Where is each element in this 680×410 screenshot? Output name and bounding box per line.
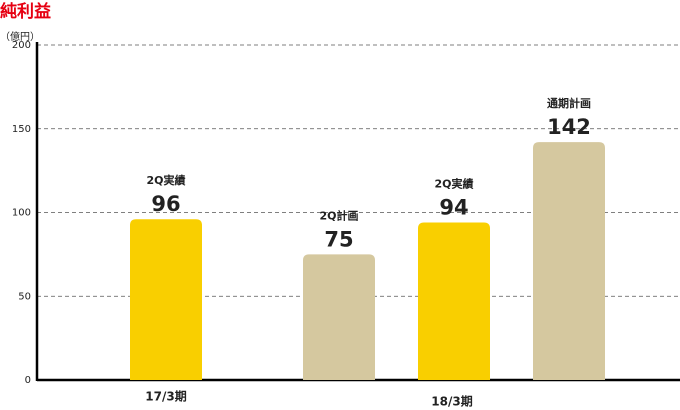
bar bbox=[533, 142, 605, 380]
y-tick-label: 0 bbox=[25, 375, 31, 386]
y-tick-label: 50 bbox=[18, 291, 31, 302]
value-label: 75 bbox=[324, 227, 353, 251]
bar-label: 2Q実績 bbox=[146, 173, 185, 187]
bar bbox=[130, 219, 202, 380]
bar-label: 2Q実績 bbox=[434, 177, 473, 191]
y-tick-label: 200 bbox=[12, 40, 31, 51]
y-tick-label: 150 bbox=[12, 124, 31, 135]
value-label: 94 bbox=[439, 196, 468, 220]
y-unit: （億円） bbox=[0, 30, 40, 43]
bar-label: 通期計画 bbox=[547, 96, 591, 110]
x-group-label: 17/3期 bbox=[145, 389, 186, 404]
chart-title: 純利益 bbox=[0, 1, 51, 22]
value-label: 142 bbox=[547, 115, 591, 139]
x-group-label: 18/3期 bbox=[431, 394, 472, 409]
value-label: 96 bbox=[151, 192, 180, 216]
bar bbox=[418, 222, 490, 380]
bar bbox=[303, 254, 375, 380]
y-tick-label: 100 bbox=[12, 208, 31, 219]
bar-label: 2Q計画 bbox=[319, 208, 358, 222]
